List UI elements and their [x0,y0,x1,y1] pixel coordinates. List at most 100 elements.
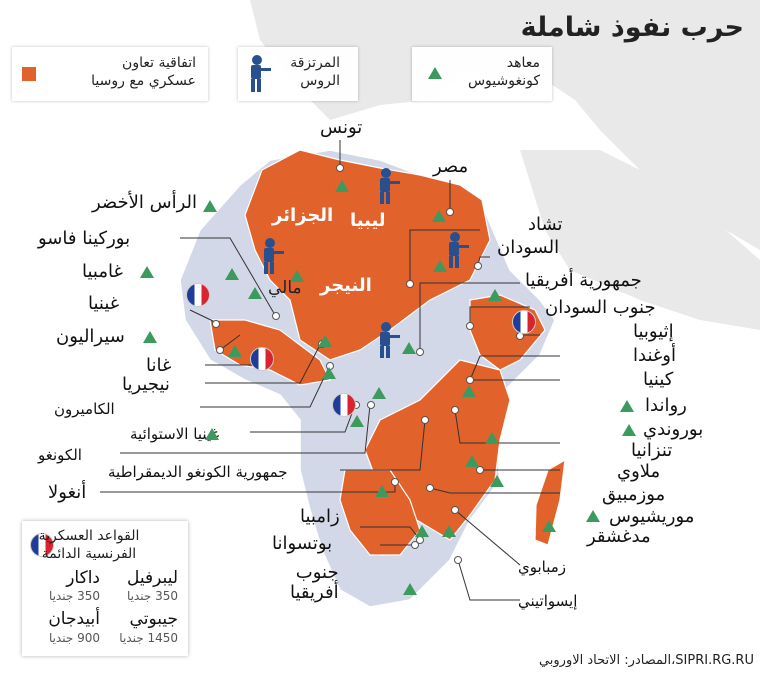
france-flag-icon [30,533,54,557]
base-troops: 350 جنديا [48,589,100,603]
france-flag-icon [512,310,536,334]
map-label-algeria: الجزائر [272,205,334,226]
legend-treaty: اتفاقية تعاون عسكري مع روسيا [12,47,208,101]
green-triangle-icon [490,475,504,487]
green-triangle-icon [228,345,242,357]
page-title: حرب نفوذ شاملة [520,12,744,43]
map-label-niger: النيجر [320,275,372,296]
base-name: جيبوتي [129,609,178,629]
green-triangle-icon [402,342,416,354]
france-flag-icon [186,283,210,307]
madagascar-treaty [534,458,566,546]
label-zimbabwe: زمبابوي [518,558,567,576]
green-triangle-icon [143,331,157,343]
label-sudan: السودان [497,237,560,258]
label-mauritius: موريشيوس [609,506,695,527]
label-congo: الكونغو [38,446,82,464]
base-name: أبيدجان [48,609,100,629]
green-triangle-icon [225,268,239,280]
green-triangle-icon [203,200,217,212]
label-burkina: بوركينا فاسو [38,228,131,249]
green-triangle-icon [620,400,634,412]
label-guinea: غينيا [88,293,120,314]
label-drc: جمهورية الكونغو الديمقراطية [108,463,288,481]
french-bases-box: القواعد العسكرية الفرنسية الدائمة ليبرفي… [22,521,188,656]
legend-mercenaries-label: المرتزقة الروس [290,55,340,89]
label-rwanda: رواندا [645,395,687,416]
label-madagascar: مدغشقر [587,526,651,547]
map-label-libya: ليبيا [350,210,386,231]
green-triangle-icon [428,67,442,79]
base-name: داكار [66,568,100,588]
base-name: ليبرفيل [127,568,178,588]
green-triangle-icon [335,180,349,192]
label-mozambique: موزمبيق [602,484,666,505]
green-triangle-icon [465,455,479,467]
green-triangle-icon [140,266,154,278]
label-south-sudan: جنوب السودان [545,297,656,318]
green-triangle-icon [375,485,389,497]
label-zambia: زامبيا [300,506,340,527]
label-egypt: مصر [433,156,469,177]
france-flag-icon [332,393,356,417]
green-triangle-icon [290,270,304,282]
treaty-swatch [22,67,36,81]
label-kenya: كينيا [643,369,674,390]
label-eswatini: إيسواتيني [518,592,578,610]
label-botswana: بوتسوانا [272,533,333,554]
green-triangle-icon [442,525,456,537]
green-triangle-icon [403,583,417,595]
green-triangle-icon [350,415,364,427]
green-triangle-icon [372,387,386,399]
label-cape-verde: الرأس الأخضر [92,192,198,213]
label-tunisia: تونس [320,117,363,138]
bases-heading: القواعد العسكرية الفرنسية الدائمة [38,528,140,562]
green-triangle-icon [622,424,636,436]
label-uganda: أوغندا [633,345,676,366]
base-troops: 1450 جنديا [119,631,178,645]
soldier-icon [264,238,284,274]
label-cameroon: الكاميرون [54,400,115,418]
europe-land [250,0,760,250]
label-burundi: بوروندي [643,419,704,440]
base-troops: 900 جنديا [48,631,100,645]
green-triangle-icon [318,335,332,347]
north-africa-treaty [244,149,491,361]
green-triangle-icon [542,520,556,532]
label-tanzania: تنزانيا [631,440,673,461]
green-triangle-icon [462,385,476,397]
map-label-mali: مالي [268,278,302,298]
soldier-icon [449,232,469,268]
label-south-africa: جنوب أفريقيا [290,562,339,603]
green-triangle-icon [485,432,499,444]
label-ghana: غانا [146,355,172,376]
legend-treaty-label: اتفاقية تعاون عسكري مع روسيا [91,55,196,89]
green-triangle-icon [586,510,600,522]
france-flag-icon [250,347,274,371]
green-triangle-icon [488,289,502,301]
green-triangle-icon [205,428,219,440]
legend-peacekeeping-label: معاهد كونغوشيوس [467,55,540,89]
label-gambia: غامبيا [82,261,123,282]
green-triangle-icon [415,525,429,537]
label-car: جمهورية أفريقيا [525,270,642,291]
label-angola: أنغولا [48,482,87,503]
green-triangle-icon [248,287,262,299]
label-eq-guinea: غينيا الاستوائية [130,425,220,443]
label-malawi: ملاوي [617,461,661,482]
soldier-icon [380,322,400,358]
label-ethiopia: إثيوبيا [633,321,674,342]
base-troops: 350 جنديا [126,589,178,603]
label-chad: تشاد [528,214,563,235]
soldier-icon [251,55,271,92]
source-credit: المصادر: الاتحاد الاوروبي،SIPRI.RG.RU [538,653,754,668]
green-triangle-icon [432,210,446,222]
legend-peacekeeping: معاهد كونغوشيوس [412,47,552,101]
green-triangle-icon [433,260,447,272]
label-nigeria: نيجيريا [122,374,170,395]
legend-mercenaries: المرتزقة الروس [238,47,358,101]
arabia-land [520,150,760,330]
green-triangle-icon [322,367,336,379]
label-sierra-leone: سيراليون [56,326,125,347]
